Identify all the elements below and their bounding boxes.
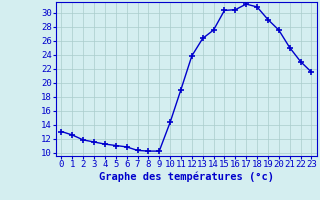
X-axis label: Graphe des températures (°c): Graphe des températures (°c) [99, 172, 274, 182]
